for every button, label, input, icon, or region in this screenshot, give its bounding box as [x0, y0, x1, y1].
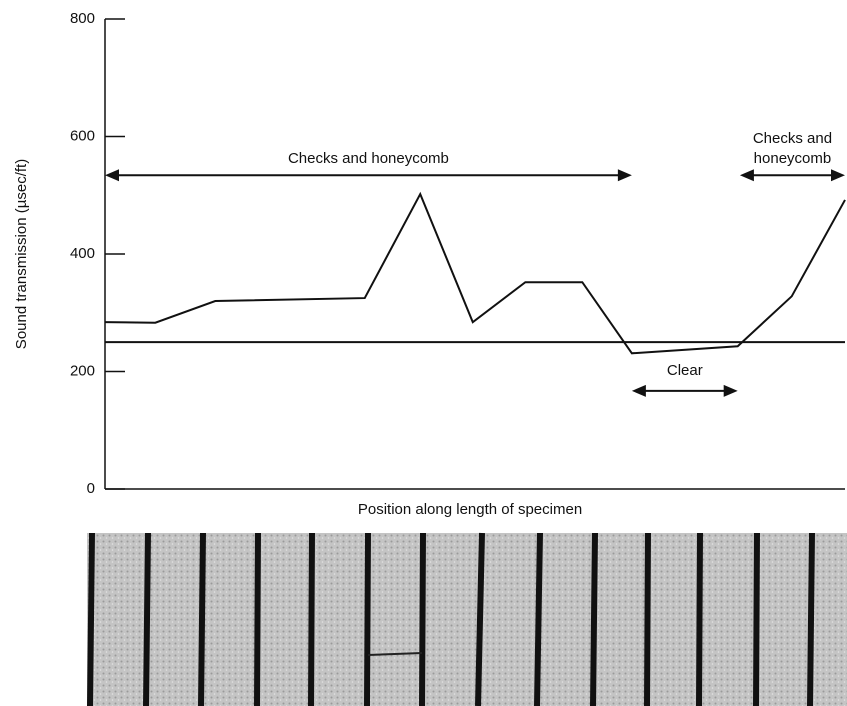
y-tick-label: 400 — [70, 245, 95, 262]
y-tick-label: 200 — [70, 362, 95, 379]
annotation-label: Clear — [667, 362, 703, 379]
specimen-photo — [87, 533, 847, 706]
y-axis-label: Sound transmission (µsec/ft) — [13, 159, 30, 349]
data-line — [105, 194, 845, 353]
page: {"chart_data": {"type": "line", "y_label… — [0, 0, 847, 706]
annotation-label: honeycomb — [754, 150, 832, 167]
arrow-head — [632, 385, 646, 397]
arrow-head — [105, 169, 119, 181]
annotation-label: Checks and — [753, 130, 832, 147]
x-axis-label: Position along length of specimen — [358, 501, 582, 518]
arrow-head — [724, 385, 738, 397]
arrow-head — [831, 169, 845, 181]
y-tick-label: 600 — [70, 127, 95, 144]
figure: Sound transmission (µsec/ft) Position al… — [0, 0, 847, 706]
y-tick-label: 800 — [70, 10, 95, 27]
annotation-label: Checks and honeycomb — [288, 150, 449, 167]
y-tick-label: 0 — [87, 480, 95, 497]
arrow-head — [740, 169, 754, 181]
arrow-head — [618, 169, 632, 181]
